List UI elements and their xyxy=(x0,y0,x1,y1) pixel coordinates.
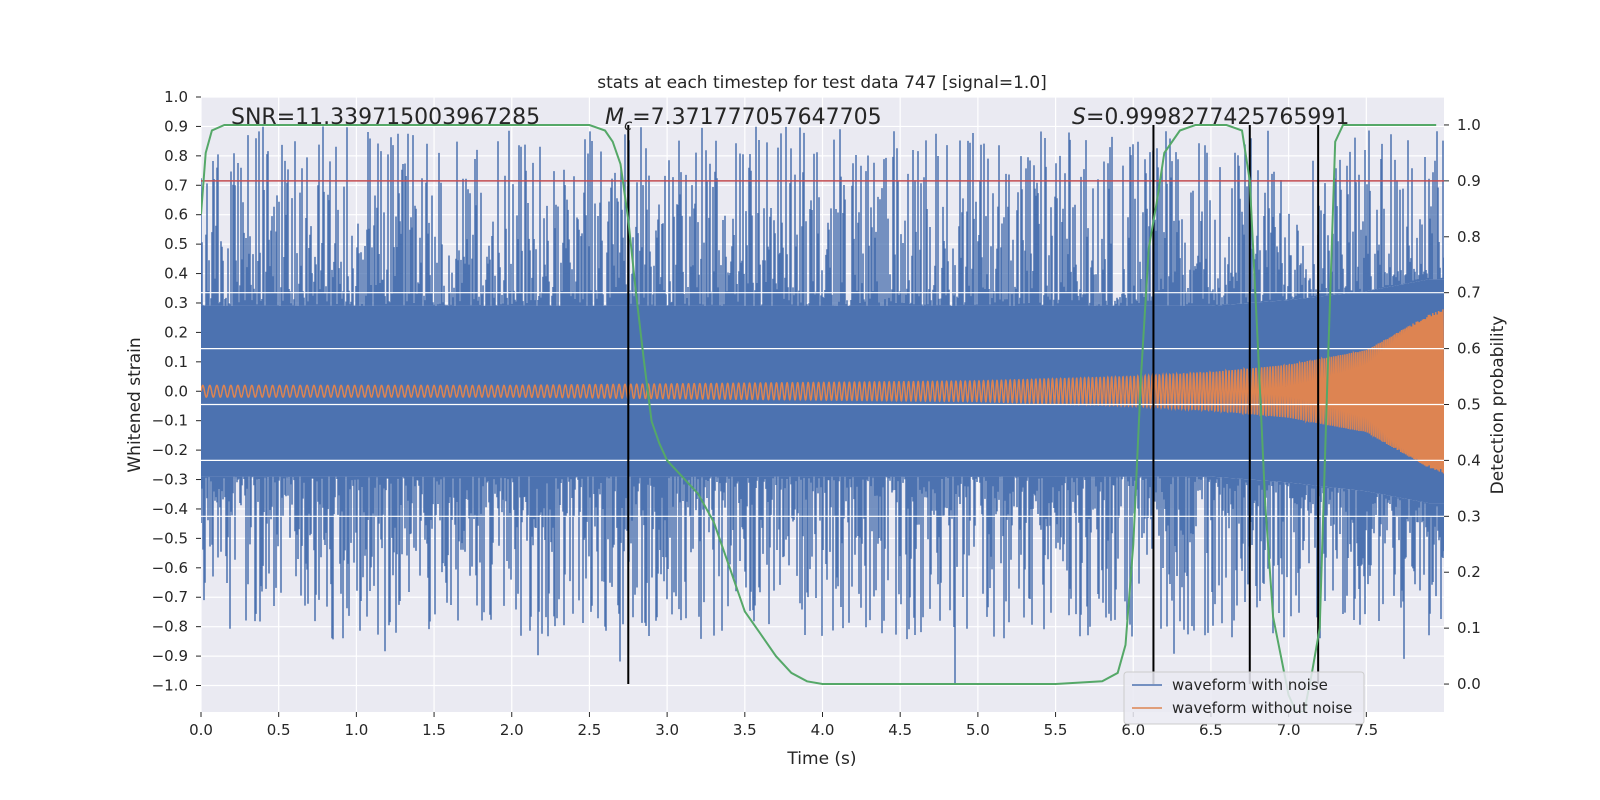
y-tick-label-0-2: 0.2 xyxy=(164,323,188,341)
y2-tick-label-0-5: 0.5 xyxy=(1457,396,1481,414)
y-tick-label-m0-9: −0.9 xyxy=(152,647,188,665)
y-tick-label-0-4: 0.4 xyxy=(164,265,188,283)
y-axis-ticks: 1.0 0.9 0.8 0.7 0.6 0.5 0.4 0.3 0.2 0.1 0.0 −0.1 −0.… xyxy=(152,88,201,695)
x-tick-label-0-5: 0.5 xyxy=(267,721,291,739)
x-axis-ticks: 0.0 0.5 1.0 1.5 2.0 2.5 3.0 3.5 4.0 4.5 5.0 5.5 6.0 6… xyxy=(189,712,1378,739)
x-tick-label-7-5: 7.5 xyxy=(1354,721,1378,739)
y-tick-label-m0-2: −0.2 xyxy=(152,441,188,459)
chirp-mass-subscript: c xyxy=(624,116,633,134)
series-waveform-without-noise xyxy=(201,309,1444,474)
legend-label-waveform-without-noise: waveform without noise xyxy=(1172,699,1352,717)
y-tick-label-m0-5: −0.5 xyxy=(152,529,188,547)
y-tick-label-0-5: 0.5 xyxy=(164,235,188,253)
y2-axis-ticks: 1.0 0.9 0.8 0.7 0.6 0.5 0.4 0.3 0.2 0.1 0.0 xyxy=(1444,116,1481,693)
x-tick-label-1-5: 1.5 xyxy=(422,721,446,739)
y2-tick-label-0-2: 0.2 xyxy=(1457,563,1481,581)
chirp-mass-symbol: M xyxy=(605,105,624,130)
series-waveform-with-noise xyxy=(201,126,1444,685)
y2-tick-label-0-1: 0.1 xyxy=(1457,619,1481,637)
y2-axis-label: Detection probability xyxy=(1488,316,1508,495)
x-tick-label-0-0: 0.0 xyxy=(189,721,213,739)
y-tick-label-m0-6: −0.6 xyxy=(152,559,188,577)
chirp-mass-value: =7.371777057647705 xyxy=(632,105,881,130)
y-tick-label-0: 0.0 xyxy=(164,382,188,400)
chirp-mass-annotation: Mc=7.371777057647705 xyxy=(605,105,882,134)
y-axis-label: Whitened strain xyxy=(125,337,145,472)
y2-tick-label-0-6: 0.6 xyxy=(1457,340,1481,358)
y2-tick-label-0-4: 0.4 xyxy=(1457,451,1481,469)
x-tick-label-4-5: 4.5 xyxy=(888,721,912,739)
y2-tick-label-0-7: 0.7 xyxy=(1457,284,1481,302)
y-tick-label-m0-4: −0.4 xyxy=(152,500,188,518)
x-tick-label-6-5: 6.5 xyxy=(1199,721,1223,739)
x-axis-label: Time (s) xyxy=(786,749,856,769)
y-tick-label-m0-1: −0.1 xyxy=(152,412,188,430)
y-tick-label-0-8: 0.8 xyxy=(164,147,188,165)
snr-annotation: SNR=11.339715003967285 xyxy=(231,105,540,130)
y-tick-label-0-3: 0.3 xyxy=(164,294,188,312)
y2-tick-label-0-9: 0.9 xyxy=(1457,172,1481,190)
x-tick-label-5-5: 5.5 xyxy=(1044,721,1068,739)
x-tick-label-4-0: 4.0 xyxy=(811,721,835,739)
legend: waveform with noise waveform without noi… xyxy=(1123,671,1365,725)
legend-box xyxy=(1123,671,1365,725)
y2-tick-label-1-0: 1.0 xyxy=(1457,116,1481,134)
x-tick-label-6-0: 6.0 xyxy=(1121,721,1145,739)
y2-tick-label-0-8: 0.8 xyxy=(1457,228,1481,246)
y-tick-label-0-7: 0.7 xyxy=(164,176,188,194)
y-tick-label-0-6: 0.6 xyxy=(164,206,188,224)
legend-label-waveform-with-noise: waveform with noise xyxy=(1172,676,1328,694)
s-stat-symbol: S xyxy=(1072,105,1086,130)
y-tick-label-m0-7: −0.7 xyxy=(152,588,188,606)
y2-gridlines xyxy=(201,292,1444,517)
y-tick-label-0-1: 0.1 xyxy=(164,353,188,371)
y-tick-label-m0-3: −0.3 xyxy=(152,471,188,489)
y-tick-label-1: 1.0 xyxy=(164,88,188,106)
y2-tick-label-0-0: 0.0 xyxy=(1457,675,1481,693)
y-tick-label-m0-8: −0.8 xyxy=(152,618,188,636)
s-stat-annotation: S=0.9998277425765991 xyxy=(1072,105,1349,130)
x-tick-label-3-5: 3.5 xyxy=(733,721,757,739)
y-tick-label-m1: −1.0 xyxy=(152,677,188,695)
x-tick-label-1-0: 1.0 xyxy=(344,721,368,739)
x-tick-label-2-5: 2.5 xyxy=(578,721,602,739)
x-tick-label-3-0: 3.0 xyxy=(655,721,679,739)
y2-tick-label-0-3: 0.3 xyxy=(1457,507,1481,525)
x-tick-label-7-0: 7.0 xyxy=(1277,721,1301,739)
x-tick-label-5-0: 5.0 xyxy=(966,721,990,739)
s-stat-value: =0.9998277425765991 xyxy=(1086,105,1349,130)
chart-title: stats at each timestep for test data 747… xyxy=(597,73,1047,93)
x-tick-label-2-0: 2.0 xyxy=(500,721,524,739)
y-tick-label-0-9: 0.9 xyxy=(164,117,188,135)
